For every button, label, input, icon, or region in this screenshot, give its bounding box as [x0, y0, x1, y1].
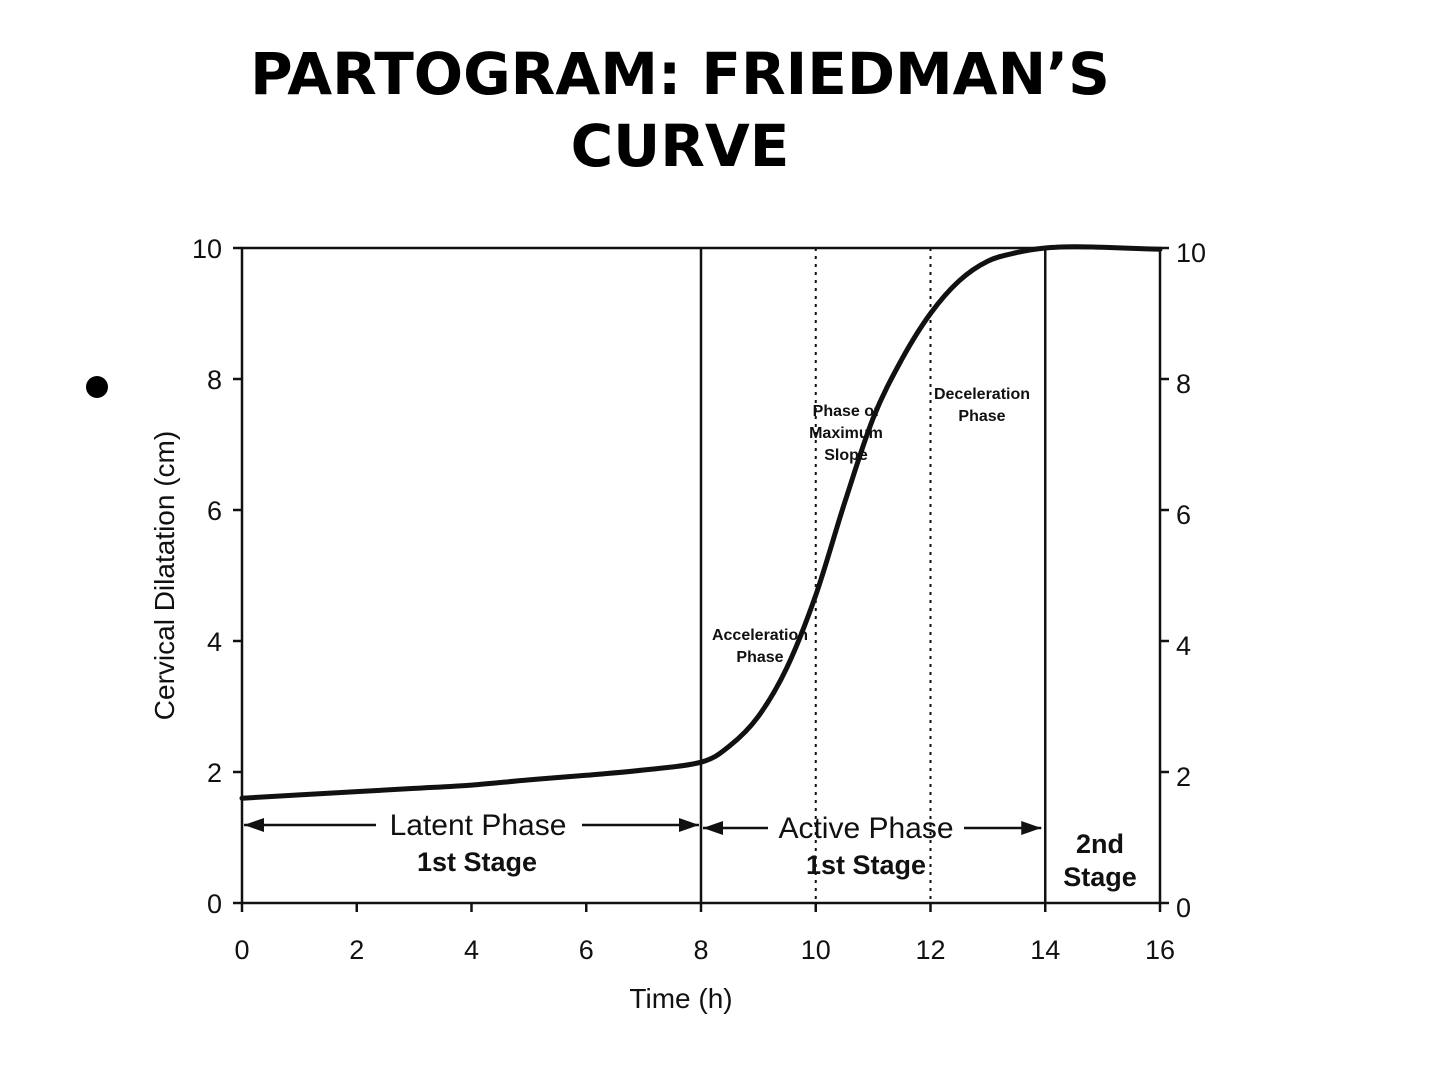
y-tick-label: 10	[192, 234, 222, 264]
y-tick-label: 0	[207, 889, 222, 919]
right-y-tick-label: 0	[1176, 893, 1191, 923]
y-tick-label: 2	[207, 758, 222, 788]
acceleration-phase-label: Acceleration	[712, 627, 808, 644]
x-tick-label: 10	[801, 935, 831, 965]
max-slope-phase-label: Phase of	[813, 403, 880, 420]
x-tick-label: 12	[915, 935, 945, 965]
active-arrow-right-head	[1021, 821, 1042, 835]
x-tick-label: 6	[579, 935, 594, 965]
bullet-dot	[86, 376, 108, 398]
slide-title-line-2: CURVE	[570, 112, 790, 180]
y-axis-label: Cervical Dilatation (cm)	[149, 431, 180, 720]
active-stage-label: 1st Stage	[806, 850, 926, 880]
second-stage-label-line-1: 2nd	[1076, 829, 1124, 859]
x-tick-label: 2	[349, 935, 364, 965]
max-slope-phase-label: Maximum	[809, 425, 883, 442]
slide-title-line-1: PARTOGRAM: FRIEDMAN’S	[250, 40, 1110, 108]
right-y-tick-label: 4	[1176, 631, 1191, 661]
x-tick-label: 14	[1030, 935, 1060, 965]
right-y-tick-label: 10	[1176, 238, 1206, 268]
x-tick-label: 16	[1145, 935, 1175, 965]
dilatation-curve	[239, 244, 1163, 801]
x-tick-label: 0	[234, 935, 249, 965]
active-arrow-left-head	[703, 821, 723, 835]
active-phase-label: Active Phase	[778, 812, 953, 845]
right-y-tick-label: 6	[1176, 500, 1191, 530]
latent-arrow-left-head	[244, 818, 264, 832]
slide-title: PARTOGRAM: FRIEDMAN’S CURVE	[180, 38, 1180, 182]
right-y-tick-label: 8	[1176, 369, 1191, 399]
y-tick-label: 6	[207, 496, 222, 526]
max-slope-phase-label: Slope	[824, 447, 868, 464]
second-stage-label-line-2: Stage	[1063, 862, 1137, 892]
x-tick-label: 8	[693, 935, 708, 965]
latent-phase-label: Latent Phase	[390, 809, 567, 842]
x-tick-label: 4	[464, 935, 479, 965]
deceleration-phase-label: Phase	[958, 408, 1005, 425]
deceleration-phase-label: Deceleration	[934, 386, 1030, 403]
latent-arrow-right-head	[679, 818, 699, 832]
y-tick-label: 8	[207, 365, 222, 395]
right-y-tick-label: 2	[1176, 762, 1191, 792]
acceleration-phase-label: Phase	[736, 649, 783, 666]
y-tick-label: 4	[207, 627, 222, 657]
latent-stage-label: 1st Stage	[417, 847, 537, 877]
x-axis-label: Time (h)	[629, 983, 732, 1014]
